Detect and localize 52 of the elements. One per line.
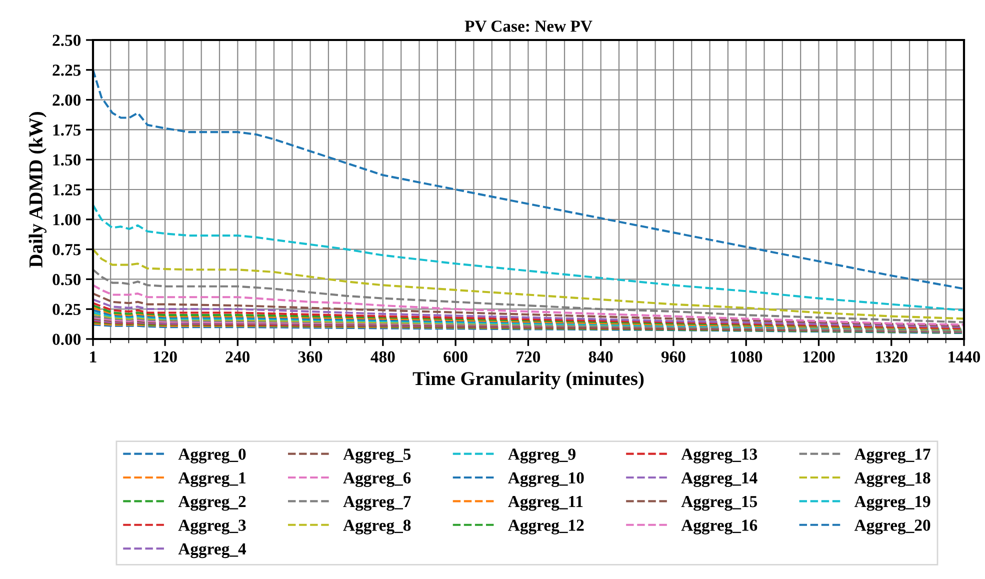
y-axis-title: Daily ADMD (kW) (28, 112, 46, 268)
legend-label: Aggreg_7 (343, 496, 411, 511)
legend-label: Aggreg_17 (854, 448, 930, 464)
x-axis-title: Time Granularity (minutes) (412, 371, 644, 390)
y-tick-label: 1.75 (53, 124, 81, 136)
y-tick-label: 1.50 (53, 154, 81, 166)
x-tick-label: 600 (444, 351, 468, 363)
y-tick-label: 2.00 (52, 94, 81, 106)
legend-label: Aggreg_15 (681, 496, 758, 511)
y-tick-label: 2.50 (52, 34, 81, 46)
legend-label: Aggreg_3 (178, 520, 246, 534)
x-tick-label: 1080 (730, 351, 762, 363)
chart-title: PV Case: New PV (464, 20, 592, 32)
legend-label: Aggreg_13 (681, 448, 758, 464)
x-tick-label: 840 (588, 351, 613, 363)
x-tick-label: 1440 (948, 351, 980, 363)
legend-label: Aggreg_12 (508, 520, 584, 534)
x-tick-label: 480 (370, 351, 395, 363)
legend-label: Aggreg_9 (508, 448, 576, 464)
x-tick-label: 240 (226, 351, 250, 363)
legend-label: Aggreg_1 (178, 472, 246, 488)
legend-label: Aggreg_4 (178, 543, 246, 558)
legend-label: Aggreg_6 (343, 472, 411, 488)
y-tick-label: 1.00 (53, 214, 81, 226)
legend-label: Aggreg_19 (854, 496, 930, 511)
legend-label: Aggreg_5 (343, 448, 411, 464)
x-tick-label: 1 (90, 351, 96, 362)
legend-label: Aggreg_0 (178, 448, 246, 464)
y-tick-label: 0.25 (52, 304, 81, 316)
line-series (93, 204, 964, 312)
line-series (93, 68, 964, 290)
y-tick-label: 2.25 (52, 64, 81, 76)
y-tick-label: 0.50 (52, 274, 81, 286)
x-tick-label: 360 (298, 351, 322, 363)
x-tick-label: 1320 (876, 351, 908, 363)
x-tick-label: 960 (661, 351, 686, 363)
legend-label: Aggreg_10 (508, 472, 584, 488)
legend-label: Aggreg_2 (178, 496, 246, 511)
legend-label: Aggreg_20 (854, 520, 930, 534)
legend-label: Aggreg_8 (343, 520, 411, 534)
legend-label: Aggreg_16 (681, 520, 758, 534)
legend-label: Aggreg_14 (681, 472, 758, 488)
line-series (93, 248, 964, 320)
x-tick-label: 720 (516, 351, 540, 363)
x-tick-label: 120 (154, 351, 177, 363)
legend-label: Aggreg_18 (854, 472, 930, 488)
y-tick-label: 0.00 (52, 334, 81, 346)
y-tick-label: 1.25 (53, 184, 81, 196)
line-series (93, 284, 964, 326)
legend-label: Aggreg_11 (508, 496, 583, 511)
y-tick-label: 0.75 (52, 244, 81, 256)
x-tick-label: 1200 (803, 351, 835, 363)
